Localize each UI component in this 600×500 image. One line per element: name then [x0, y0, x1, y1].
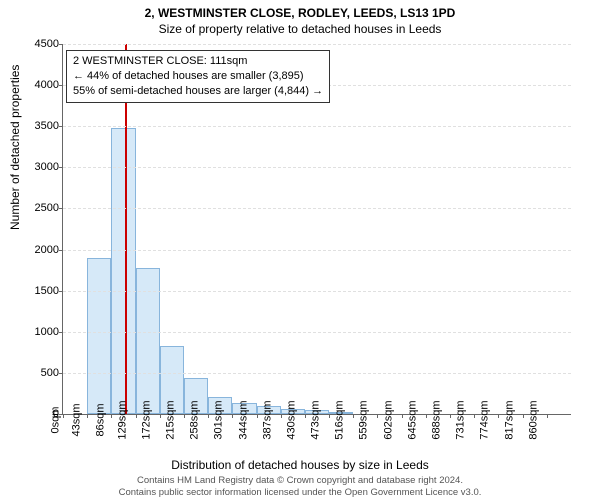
x-tick-label: 344sqm	[237, 400, 249, 439]
x-tick-label: 86sqm	[95, 403, 107, 436]
x-tick-mark	[87, 414, 88, 418]
x-tick-mark	[426, 414, 427, 418]
x-tick-label: 129sqm	[116, 400, 128, 439]
x-tick-label: 215sqm	[164, 400, 176, 439]
histogram-bar	[87, 258, 111, 414]
x-tick-mark	[136, 414, 137, 418]
x-tick-label: 258sqm	[189, 400, 201, 439]
x-tick-label: 387sqm	[261, 400, 273, 439]
y-axis-label: Number of detached properties	[8, 65, 22, 230]
x-tick-label: 559sqm	[358, 400, 370, 439]
x-tick-label: 774sqm	[479, 400, 491, 439]
x-tick-mark	[523, 414, 524, 418]
x-tick-mark	[232, 414, 233, 418]
x-tick-mark	[353, 414, 354, 418]
x-tick-label: 516sqm	[334, 400, 346, 439]
x-tick-mark	[257, 414, 258, 418]
y-tick-mark	[59, 373, 63, 374]
x-tick-mark	[184, 414, 185, 418]
y-tick-mark	[59, 250, 63, 251]
x-tick-label: 860sqm	[527, 400, 539, 439]
grid-line	[63, 291, 571, 292]
grid-line	[63, 126, 571, 127]
footer: Contains HM Land Registry data © Crown c…	[0, 475, 600, 498]
y-tick-mark	[59, 291, 63, 292]
x-tick-mark	[547, 414, 548, 418]
footer-line-2: Contains public sector information licen…	[0, 487, 600, 498]
y-tick-mark	[59, 126, 63, 127]
x-tick-mark	[63, 414, 64, 418]
x-tick-label: 817sqm	[503, 400, 515, 439]
x-tick-label: 645sqm	[406, 400, 418, 439]
x-tick-label: 301sqm	[213, 400, 225, 439]
x-tick-label: 172sqm	[140, 400, 152, 439]
x-tick-mark	[377, 414, 378, 418]
x-tick-mark	[450, 414, 451, 418]
title-main: 2, WESTMINSTER CLOSE, RODLEY, LEEDS, LS1…	[0, 0, 600, 20]
footer-line-1: Contains HM Land Registry data © Crown c…	[0, 475, 600, 486]
y-tick-mark	[59, 208, 63, 209]
annotation-box: 2 WESTMINSTER CLOSE: 111sqm ← 44% of det…	[66, 50, 330, 103]
x-tick-mark	[160, 414, 161, 418]
x-tick-label: 473sqm	[310, 400, 322, 439]
chart-container: 2, WESTMINSTER CLOSE, RODLEY, LEEDS, LS1…	[0, 0, 600, 500]
x-tick-mark	[305, 414, 306, 418]
y-tick-mark	[59, 85, 63, 86]
x-tick-mark	[474, 414, 475, 418]
grid-line	[63, 373, 571, 374]
grid-line	[63, 250, 571, 251]
title-sub: Size of property relative to detached ho…	[0, 20, 600, 36]
x-tick-label: 688sqm	[430, 400, 442, 439]
y-tick-mark	[59, 44, 63, 45]
grid-line	[63, 167, 571, 168]
x-tick-mark	[111, 414, 112, 418]
x-tick-label: 731sqm	[455, 400, 467, 439]
x-tick-label: 430sqm	[285, 400, 297, 439]
x-tick-label: 0sqm	[50, 407, 62, 434]
y-tick-mark	[59, 332, 63, 333]
x-tick-mark	[329, 414, 330, 418]
grid-line	[63, 332, 571, 333]
x-tick-mark	[498, 414, 499, 418]
y-tick-mark	[59, 167, 63, 168]
grid-line	[63, 44, 571, 45]
x-axis-label: Distribution of detached houses by size …	[0, 458, 600, 472]
annotation-line-2: ← 44% of detached houses are smaller (3,…	[73, 69, 323, 84]
x-tick-mark	[208, 414, 209, 418]
grid-line	[63, 208, 571, 209]
annotation-line-1: 2 WESTMINSTER CLOSE: 111sqm	[73, 54, 323, 69]
x-tick-mark	[281, 414, 282, 418]
annotation-line-3: 55% of semi-detached houses are larger (…	[73, 84, 323, 99]
histogram-bar	[111, 128, 135, 414]
x-tick-mark	[402, 414, 403, 418]
x-tick-label: 602sqm	[382, 400, 394, 439]
x-tick-label: 43sqm	[71, 403, 83, 436]
